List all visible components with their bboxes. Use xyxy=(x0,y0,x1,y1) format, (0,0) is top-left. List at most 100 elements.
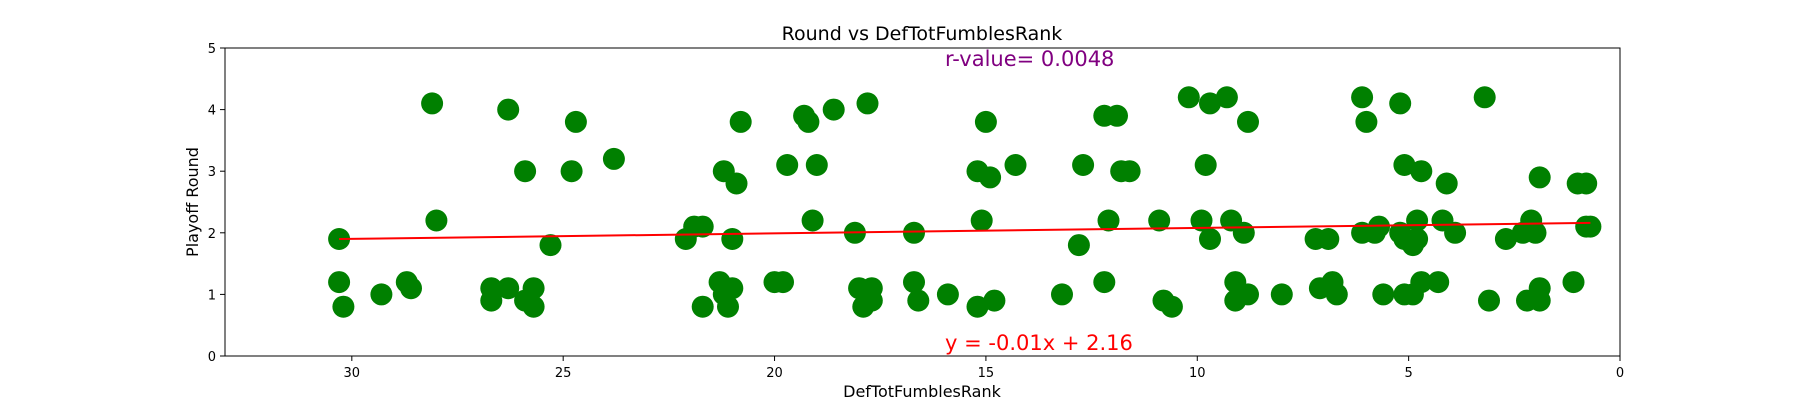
scatter-point-71 xyxy=(1194,154,1217,176)
scatter-point-56 xyxy=(1004,154,1027,176)
scatter-point-7 xyxy=(425,209,448,232)
scatter-point-61 xyxy=(1093,271,1116,294)
scatter-point-54 xyxy=(979,166,1002,189)
scatter-point-2 xyxy=(332,295,355,318)
y-axis-label: Playoff Round xyxy=(183,147,202,257)
scatter-point-87 xyxy=(1351,86,1374,109)
scatter-point-6 xyxy=(421,92,444,115)
scatter-point-53 xyxy=(974,110,997,133)
x-axis-label: DefTotFumblesRank xyxy=(843,382,1001,400)
scatter-point-118 xyxy=(1562,271,1585,294)
y-tick-label-1: 1 xyxy=(208,288,216,303)
scatter-point-45 xyxy=(860,289,883,312)
scatter-point-65 xyxy=(1118,160,1141,183)
x-tick-label-25: 25 xyxy=(555,366,572,381)
y-tick-label-3: 3 xyxy=(208,165,216,180)
scatter-point-92 xyxy=(1372,283,1395,306)
scatter-point-114 xyxy=(1524,221,1547,244)
scatter-point-38 xyxy=(805,154,828,176)
scatter-point-31 xyxy=(729,110,752,133)
x-tick-label-15: 15 xyxy=(978,366,995,381)
scatter-point-15 xyxy=(522,295,545,318)
scatter-point-80 xyxy=(1237,283,1259,306)
scatter-point-58 xyxy=(1067,234,1090,257)
scatter-point-11 xyxy=(497,277,520,300)
scatter-point-63 xyxy=(1106,104,1128,127)
scatter-point-79 xyxy=(1237,110,1259,133)
scatter-point-66 xyxy=(1148,209,1171,232)
scatter-point-34 xyxy=(776,154,799,176)
scatter-point-120 xyxy=(1575,172,1598,195)
chart-title: Round vs DefTotFumblesRank xyxy=(782,23,1063,45)
scatter-point-107 xyxy=(1444,221,1467,244)
scatter-point-12 xyxy=(514,160,537,183)
scatter-point-86 xyxy=(1325,283,1348,306)
scatter-point-30 xyxy=(725,172,748,195)
points-layer xyxy=(328,86,1602,318)
scatter-point-48 xyxy=(907,289,930,312)
regression-equation: y = -0.01x + 2.16 xyxy=(945,331,1133,355)
scatter-point-52 xyxy=(970,209,993,232)
plot-frame xyxy=(224,47,1621,357)
scatter-point-5 xyxy=(400,277,422,300)
scatter-point-18 xyxy=(564,110,587,133)
x-axis-ticks: 30 25 20 15 10 5 0 xyxy=(344,356,1624,381)
scatter-point-108 xyxy=(1473,86,1496,109)
x-tick-label-5: 5 xyxy=(1404,366,1412,381)
scatter-point-49 xyxy=(936,283,959,306)
scatter-point-117 xyxy=(1528,289,1551,312)
scatter-point-81 xyxy=(1270,283,1293,306)
scatter-point-69 xyxy=(1177,86,1200,109)
scatter-point-29 xyxy=(721,228,744,250)
scatter-point-122 xyxy=(1579,215,1602,238)
scatter-point-10 xyxy=(497,98,520,121)
x-tick-label-30: 30 xyxy=(344,366,361,381)
x-tick-label-0: 0 xyxy=(1616,366,1624,381)
scatter-point-57 xyxy=(1051,283,1073,306)
scatter-point-89 xyxy=(1355,110,1378,133)
y-tick-label-2: 2 xyxy=(208,227,216,242)
scatter-point-103 xyxy=(1410,271,1433,294)
scatter-point-22 xyxy=(691,215,714,238)
scatter-point-73 xyxy=(1199,228,1221,250)
y-tick-label-5: 5 xyxy=(208,42,216,57)
scatter-point-74 xyxy=(1215,86,1238,109)
scatter-point-68 xyxy=(1160,295,1183,318)
scatter-point-94 xyxy=(1389,92,1412,115)
y-tick-label-0: 0 xyxy=(208,350,216,365)
scatter-point-39 xyxy=(822,98,845,121)
scatter-point-97 xyxy=(1393,154,1416,176)
scatter-point-9 xyxy=(480,289,503,312)
x-tick-label-20: 20 xyxy=(766,366,783,381)
scatter-point-109 xyxy=(1478,289,1500,312)
scatter-point-59 xyxy=(1072,154,1095,176)
scatter-point-110 xyxy=(1494,228,1517,250)
scatter-point-3 xyxy=(370,283,393,306)
scatter-point-43 xyxy=(856,92,879,115)
scatter-point-106 xyxy=(1435,172,1458,195)
scatter-point-115 xyxy=(1528,166,1551,189)
scatter-point-62 xyxy=(1097,209,1120,232)
scatter-point-23 xyxy=(691,295,714,318)
regression-layer xyxy=(339,221,1591,240)
scatter-point-84 xyxy=(1317,228,1340,250)
scatter-point-101 xyxy=(1406,228,1429,250)
scatter-point-16 xyxy=(539,234,562,257)
regression-line xyxy=(339,221,1591,240)
scatter-point-36 xyxy=(797,110,820,133)
scatter-point-55 xyxy=(983,289,1006,312)
scatter-point-51 xyxy=(966,295,989,318)
r-value-annotation: r-value= 0.0048 xyxy=(945,47,1114,71)
scatter-point-102 xyxy=(1410,160,1433,183)
scatter-point-70 xyxy=(1190,209,1213,232)
y-tick-label-4: 4 xyxy=(208,104,216,119)
scatter-point-72 xyxy=(1199,92,1221,115)
y-axis-ticks: 0 1 2 3 4 5 xyxy=(208,42,225,365)
scatter-point-19 xyxy=(602,147,625,170)
scatter-point-28 xyxy=(721,277,744,300)
scatter-point-17 xyxy=(560,160,583,183)
scatter-point-47 xyxy=(903,271,925,294)
scatter-point-27 xyxy=(717,295,739,318)
